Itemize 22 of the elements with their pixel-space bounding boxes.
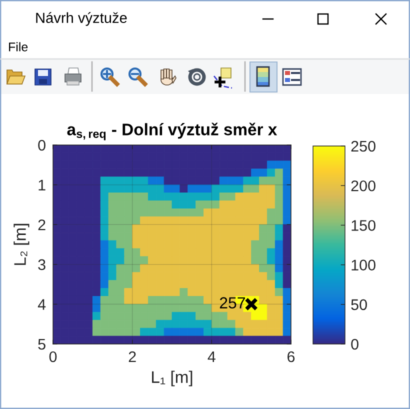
y-axis-title: L₂ [m] [14, 224, 30, 265]
x-axis-title: L₁ [m] [152, 370, 192, 386]
text: Návrh výztuže [36, 12, 127, 26]
color-bar-label: 250 [351, 140, 376, 152]
color-bar-label: 150 [352, 220, 376, 231]
color-bar-label: 50 [351, 299, 367, 310]
color-bar-label: 200 [351, 180, 376, 192]
text: File [9, 42, 28, 52]
y-tick-label: 5 [38, 339, 46, 350]
color-bar-label: 0 [351, 338, 358, 350]
x-tick-label: 6 [288, 351, 295, 362]
x-tick-label: 4 [208, 352, 216, 362]
y-tick-label: 2 [38, 219, 46, 230]
color-bar-label: 100 [352, 260, 376, 270]
y-tick-label: 0 [38, 140, 46, 151]
y-tick-label: 4 [38, 299, 46, 310]
annotation: 257 [220, 297, 245, 308]
x-tick-label: 0 [49, 351, 57, 362]
chart-title: a$_{s,req}$ - Dolní výztuž směr x [67, 122, 278, 140]
y-tick-label: 1 [38, 180, 46, 190]
y-tick-label: 3 [38, 259, 46, 270]
x-tick-label: 2 [128, 351, 136, 362]
